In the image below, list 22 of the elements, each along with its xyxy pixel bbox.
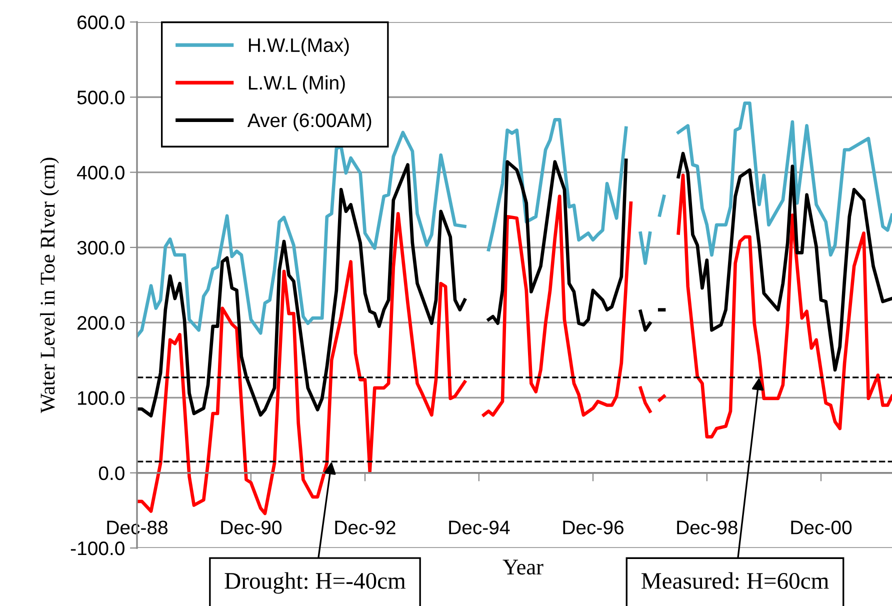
y-tick-label: 100.0	[78, 391, 124, 405]
x-tick-label: Dec-92	[335, 520, 396, 534]
legend-label: L.W.L (Min)	[248, 75, 345, 94]
x-tick-label: Dec-96	[563, 520, 624, 534]
x-tick-label: Dec-98	[677, 520, 738, 534]
legend-label: H.W.L(Max)	[248, 38, 349, 56]
x-tick-label: Dec-94	[449, 520, 510, 534]
y-tick-label: 600.0	[78, 15, 124, 30]
y-tick-label: 0.0	[98, 466, 124, 480]
x-tick-label: Dec-88	[107, 520, 168, 534]
annotation: Measured: H=60cm	[641, 572, 829, 590]
y-tick-label: 300.0	[77, 240, 124, 255]
y-tick-label: 400.0	[76, 166, 124, 180]
y-tick-label: 200.0	[78, 316, 124, 330]
y-tick-label: 500.0	[77, 90, 124, 104]
x-axis-title: Year	[502, 560, 544, 575]
x-tick-label: Dec-90	[221, 520, 282, 534]
annotation: Drought: H=-40cm	[224, 572, 406, 594]
x-tick-label: Dec-00	[791, 520, 852, 534]
y-axis-title: Water Level in Toe RIver (cm)	[40, 158, 59, 414]
y-tick-label: -100.0	[70, 541, 124, 556]
legend-label: Aver (6:00AM)	[247, 112, 372, 132]
